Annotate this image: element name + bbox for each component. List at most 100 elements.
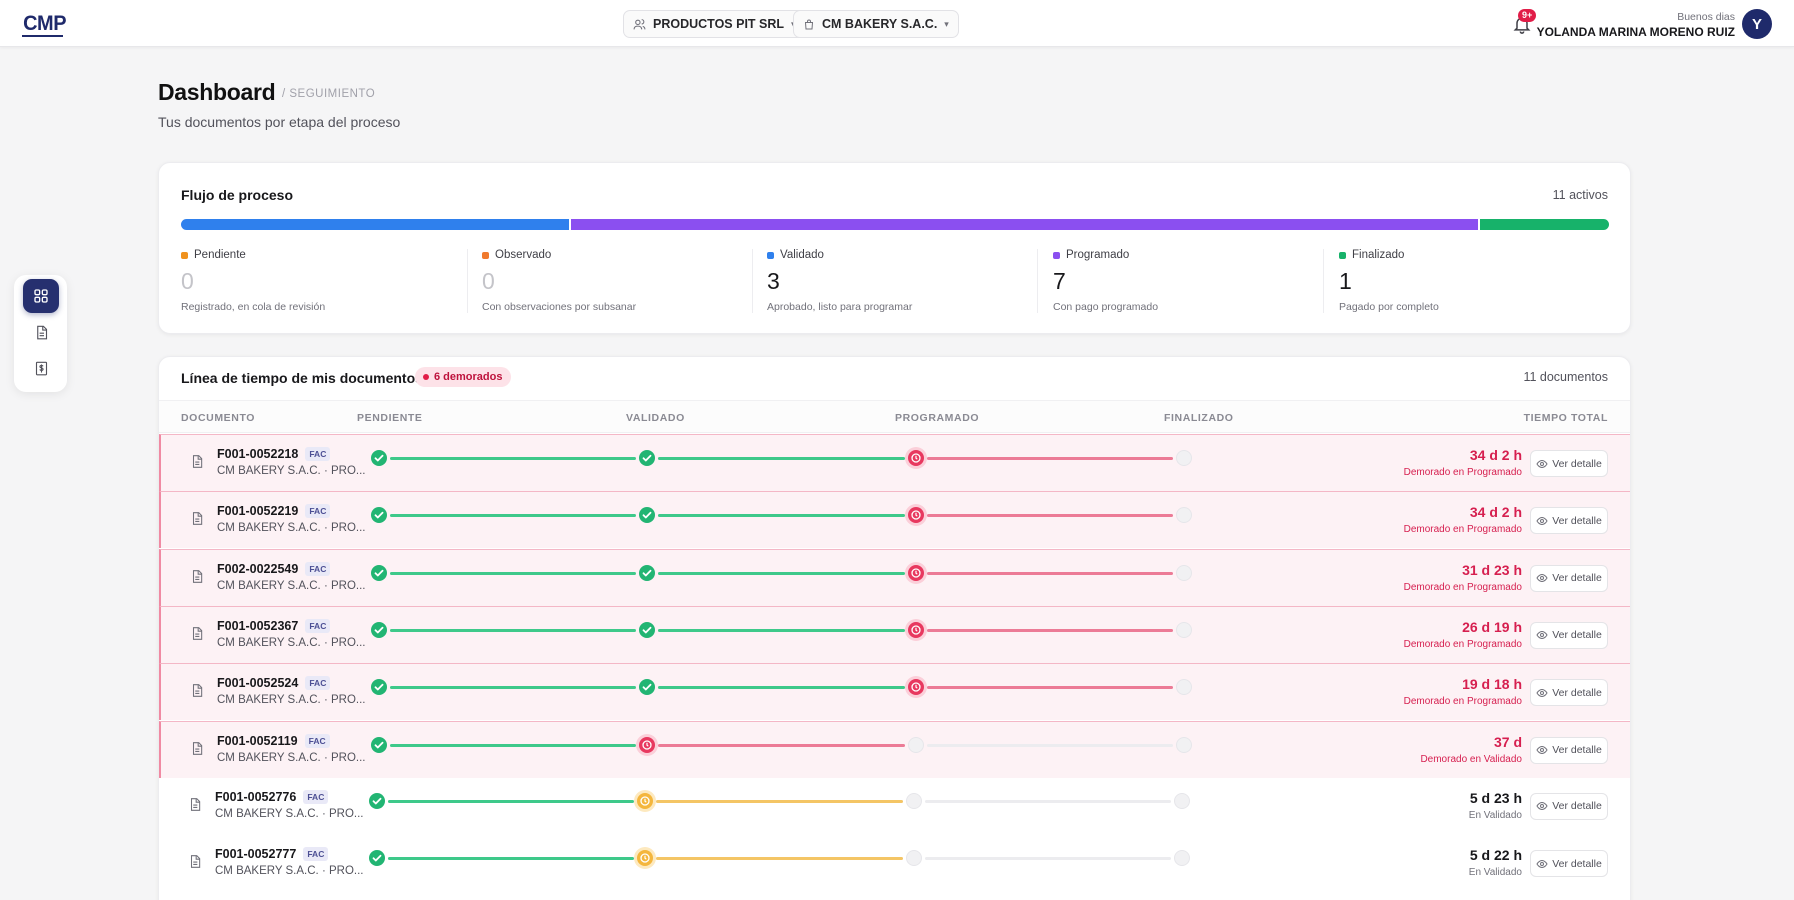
stage-label: Finalizado (1352, 249, 1405, 261)
table-row[interactable]: F001-0052777 FAC CM BAKERY S.A.C. · PRO...… (159, 835, 1630, 893)
table-row[interactable]: F001-0052219 FAC CM BAKERY S.A.C. · PRO...… (159, 491, 1630, 549)
divider (1323, 249, 1324, 313)
document-id[interactable]: F001-0052524 FAC (217, 676, 331, 691)
progress-track (390, 743, 636, 747)
grid-icon (34, 289, 48, 303)
stage-label: Pendiente (194, 249, 246, 261)
view-detail-button[interactable]: Ver detalle (1530, 792, 1608, 820)
document-type-tag: FAC (305, 561, 331, 576)
table-row[interactable]: F001-0052119 FAC CM BAKERY S.A.C. · PRO...… (159, 720, 1630, 778)
progress-track (388, 799, 634, 803)
row-status: Demorado en Validado (1420, 753, 1522, 765)
table-row[interactable]: F001-0052218 FAC CM BAKERY S.A.C. · PRO...… (159, 434, 1630, 491)
stage-node-empty (906, 792, 922, 809)
view-detail-button[interactable]: Ver detalle (1530, 564, 1608, 592)
document-type-tag: FAC (305, 504, 331, 519)
clock-icon (908, 450, 924, 466)
eye-icon (1536, 688, 1548, 697)
view-detail-button[interactable]: Ver detalle (1530, 621, 1608, 649)
total-time: 31 d 23 h (1462, 561, 1522, 578)
stage-count: 0 (181, 268, 194, 294)
document-id[interactable]: F001-0052367 FAC (217, 618, 331, 633)
view-detail-button[interactable]: Ver detalle (1530, 450, 1608, 477)
stage-programado[interactable]: Programado 7 Con pago programado (1053, 249, 1158, 315)
eye-icon (1536, 802, 1548, 811)
nav-dashboard[interactable] (23, 279, 59, 313)
notifications-badge: 9+ (1518, 9, 1537, 22)
check-icon (639, 450, 655, 466)
table-row[interactable]: F001-0052776 FAC CM BAKERY S.A.C. · PRO...… (159, 777, 1630, 835)
progress-track (388, 857, 634, 861)
app-logo[interactable]: CMP (23, 12, 67, 35)
document-id[interactable]: F001-0052777 FAC (215, 847, 329, 862)
stage-observado[interactable]: Observado 0 Con observaciones por subsan… (482, 249, 636, 315)
stage-description: Registrado, en cola de revisión (181, 301, 326, 313)
stage-pendiente[interactable]: Pendiente 0 Registrado, en cola de revis… (181, 249, 325, 315)
stage-description: Con pago programado (1053, 301, 1159, 313)
stage-validado[interactable]: Validado 3 Aprobado, listo para programa… (767, 249, 912, 315)
stage-description: Con observaciones por subsanar (482, 301, 637, 313)
page-subtitle: Tus documentos por etapa del proceso (158, 114, 401, 130)
view-detail-label: Ver detalle (1552, 686, 1602, 699)
check-icon (371, 679, 387, 696)
flow-segment-finalizado[interactable] (1479, 219, 1609, 230)
nav-payments[interactable] (23, 351, 59, 385)
check-icon (371, 621, 387, 638)
document-type-tag: FAC (305, 447, 331, 461)
status-dot (181, 251, 188, 259)
view-detail-button[interactable]: Ver detalle (1530, 507, 1608, 535)
invoice-dollar-icon (35, 361, 47, 375)
check-icon (371, 507, 387, 524)
client-selector[interactable]: CM BAKERY S.A.C. ▾ (793, 10, 959, 38)
stage-finalizado[interactable]: Finalizado 1 Pagado por completo (1339, 249, 1439, 315)
divider (752, 249, 753, 313)
clock-icon (637, 850, 653, 867)
flow-segment-validado[interactable] (181, 219, 570, 230)
total-time: 34 d 2 h (1469, 504, 1522, 521)
document-id[interactable]: F001-0052776 FAC (215, 789, 329, 804)
top-bar: CMP PRODUCTOS PIT SRL ▾ CM BAKERY S.A.C.… (0, 0, 1794, 47)
table-row[interactable]: F001-0052524 FAC CM BAKERY S.A.C. · PRO...… (159, 663, 1630, 721)
document-client: CM BAKERY S.A.C. · PRO... (215, 807, 364, 820)
row-status: Demorado en Programado (1403, 581, 1522, 593)
document-id[interactable]: F002-0022549 FAC (217, 561, 331, 576)
bag-icon (804, 19, 814, 29)
view-detail-button[interactable]: Ver detalle (1530, 850, 1608, 878)
check-icon (371, 450, 387, 466)
view-detail-button[interactable]: Ver detalle (1530, 679, 1608, 707)
page-title: Dashboard (158, 79, 276, 105)
view-detail-label: Ver detalle (1552, 457, 1602, 470)
stage-node-empty (906, 850, 922, 867)
company-selector[interactable]: PRODUCTOS PIT SRL ▾ (623, 10, 806, 38)
stage-node-empty (1176, 679, 1192, 696)
flow-segment-programado[interactable] (571, 219, 1478, 230)
document-id[interactable]: F001-0052218 FAC (217, 447, 331, 461)
document-id[interactable]: F001-0052119 FAC (217, 733, 330, 748)
stage-label: Observado (495, 249, 552, 261)
total-time: 5 d 23 h (1469, 789, 1522, 806)
progress-track (658, 628, 905, 632)
delayed-badge: 6 demorados (415, 367, 512, 387)
table-row[interactable]: F001-0052367 FAC CM BAKERY S.A.C. · PRO...… (159, 605, 1630, 663)
user-name[interactable]: YOLANDA MARINA MORENO RUIZ (1536, 25, 1735, 39)
document-icon (190, 568, 204, 590)
divider (467, 249, 468, 313)
progress-track (390, 686, 636, 690)
document-id[interactable]: F001-0052219 FAC (217, 504, 331, 519)
nav-documents[interactable] (23, 315, 59, 349)
document-type-tag: FAC (305, 618, 331, 633)
view-detail-button[interactable]: Ver detalle (1530, 736, 1608, 764)
eye-icon (1536, 574, 1548, 583)
side-nav (14, 275, 67, 392)
check-icon (639, 564, 655, 581)
column-header: TIEMPO TOTAL (1523, 412, 1608, 424)
avatar[interactable]: Y (1742, 9, 1772, 39)
company-selector-label: PRODUCTOS PIT SRL (653, 17, 785, 31)
view-detail-label: Ver detalle (1552, 514, 1602, 527)
check-icon (369, 850, 385, 867)
stage-count: 3 (767, 268, 780, 294)
document-number: F001-0052776 (215, 789, 297, 804)
table-row[interactable]: F002-0022549 FAC CM BAKERY S.A.C. · PRO...… (159, 548, 1630, 606)
progress-track (658, 571, 905, 575)
stage-node-empty (1176, 450, 1192, 466)
